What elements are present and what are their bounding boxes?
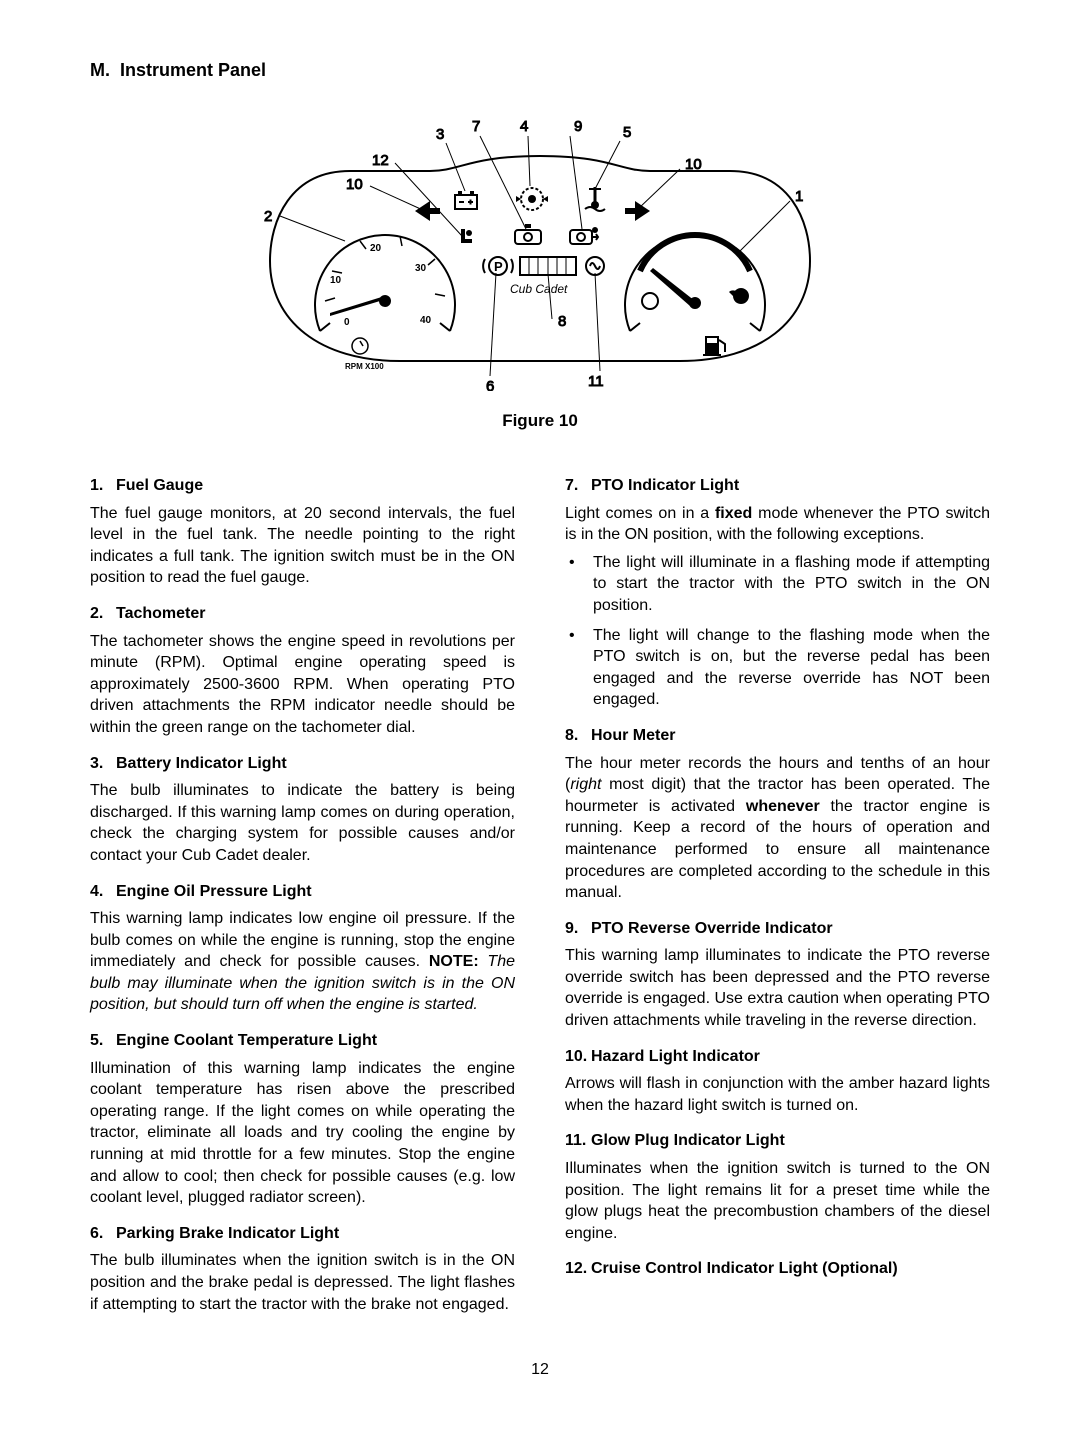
item-number: 11.: [565, 1130, 591, 1152]
item-heading: 5.Engine Coolant Temperature Light: [90, 1030, 515, 1052]
svg-text:0: 0: [344, 317, 350, 328]
item-number: 2.: [90, 603, 116, 625]
item-heading: 7.PTO Indicator Light: [565, 475, 990, 497]
svg-text:6: 6: [486, 378, 494, 391]
svg-text:10: 10: [330, 275, 342, 286]
right-column: 7.PTO Indicator Light Light comes on in a…: [565, 461, 990, 1321]
item-heading: 6.Parking Brake Indicator Light: [90, 1223, 515, 1245]
section-title: M. Instrument Panel: [90, 60, 990, 81]
bullet-item: The light will change to the flashing mo…: [565, 625, 990, 711]
page-number: 12: [90, 1361, 990, 1379]
glow-plug-icon: [586, 257, 604, 275]
battery-icon: [455, 191, 477, 209]
item-number: 12.: [565, 1258, 591, 1280]
item-number: 9.: [565, 918, 591, 940]
svg-text:RPM X100: RPM X100: [345, 362, 384, 371]
item-body: Light comes on in a fixed mode whenever …: [565, 503, 990, 546]
item-heading: 9.PTO Reverse Override Indicator: [565, 918, 990, 940]
item-title: Cruise Control Indicator Light (Optional…: [591, 1258, 898, 1280]
svg-text:5: 5: [623, 124, 631, 141]
item-body: This warning lamp indicates low engine o…: [90, 908, 515, 1016]
item-title: PTO Reverse Override Indicator: [591, 918, 833, 940]
item-title: Fuel Gauge: [116, 475, 203, 497]
svg-text:2: 2: [264, 208, 272, 225]
svg-text:8: 8: [558, 313, 566, 330]
item-number: 6.: [90, 1223, 116, 1245]
item-body: Illumination of this warning lamp indica…: [90, 1058, 515, 1209]
pto-reverse-icon: [570, 227, 598, 244]
item-title: Engine Oil Pressure Light: [116, 881, 312, 903]
item-title: Tachometer: [116, 603, 206, 625]
item-heading: 10.Hazard Light Indicator: [565, 1046, 990, 1068]
figure-caption: Figure 10: [90, 411, 990, 431]
hazard-left-icon: [415, 201, 440, 221]
center-icons: [415, 187, 650, 221]
item-title: Hour Meter: [591, 725, 675, 747]
item-title: Glow Plug Indicator Light: [591, 1130, 785, 1152]
diagram-svg: 0 10 20 30 40 RPM X100: [230, 101, 850, 391]
svg-text:10: 10: [346, 176, 363, 193]
bullet-list: The light will illuminate in a flashing …: [565, 552, 990, 711]
svg-text:7: 7: [472, 118, 480, 135]
item-title: Engine Coolant Temperature Light: [116, 1030, 377, 1052]
item-body: The fuel gauge monitors, at 20 second in…: [90, 503, 515, 589]
svg-text:30: 30: [415, 263, 427, 274]
section-name: Instrument Panel: [120, 60, 266, 80]
item-number: 1.: [90, 475, 116, 497]
item-number: 10.: [565, 1046, 591, 1068]
item-body: The bulb illuminates to indicate the bat…: [90, 780, 515, 866]
oil-icon: [516, 188, 548, 210]
item-title: PTO Indicator Light: [591, 475, 739, 497]
pto-icon: [515, 224, 541, 244]
instrument-panel-diagram: 0 10 20 30 40 RPM X100: [90, 101, 990, 391]
item-body: This warning lamp illuminates to indicat…: [565, 945, 990, 1031]
item-heading: 2.Tachometer: [90, 603, 515, 625]
item-heading: 8.Hour Meter: [565, 725, 990, 747]
svg-text:11: 11: [588, 373, 604, 390]
item-number: 5.: [90, 1030, 116, 1052]
hazard-right-icon: [625, 201, 650, 221]
section-prefix: M.: [90, 60, 110, 80]
svg-text:4: 4: [520, 118, 528, 135]
fuel-gauge: [625, 235, 765, 356]
content-columns: 1.Fuel Gauge The fuel gauge monitors, at …: [90, 461, 990, 1321]
item-number: 3.: [90, 753, 116, 775]
svg-text:40: 40: [420, 315, 432, 326]
coolant-icon: [585, 187, 605, 211]
item-number: 4.: [90, 881, 116, 903]
item-heading: 12.Cruise Control Indicator Light (Optio…: [565, 1258, 990, 1280]
svg-text:20: 20: [370, 243, 382, 254]
item-number: 8.: [565, 725, 591, 747]
item-heading: 1.Fuel Gauge: [90, 475, 515, 497]
item-heading: 11.Glow Plug Indicator Light: [565, 1130, 990, 1152]
item-body: Arrows will flash in conjunction with th…: [565, 1073, 990, 1116]
parking-brake-icon: P: [483, 257, 513, 275]
item-heading: 3.Battery Indicator Light: [90, 753, 515, 775]
item-title: Battery Indicator Light: [116, 753, 287, 775]
svg-text:P: P: [494, 259, 503, 274]
svg-text:12: 12: [372, 152, 389, 169]
item-title: Parking Brake Indicator Light: [116, 1223, 339, 1245]
item-body: The hour meter records the hours and ten…: [565, 753, 990, 904]
svg-text:3: 3: [436, 126, 444, 143]
svg-text:9: 9: [574, 118, 582, 135]
left-column: 1.Fuel Gauge The fuel gauge monitors, at …: [90, 461, 515, 1321]
item-number: 7.: [565, 475, 591, 497]
svg-text:10: 10: [685, 156, 702, 173]
item-title: Hazard Light Indicator: [591, 1046, 760, 1068]
svg-text:1: 1: [795, 188, 803, 205]
brand-text: Cub Cadet: [510, 282, 568, 296]
item-body: The bulb illuminates when the ignition s…: [90, 1250, 515, 1315]
hourmeter-icon: [520, 257, 576, 275]
item-body: The tachometer shows the engine speed in…: [90, 631, 515, 739]
page: M. Instrument Panel: [0, 0, 1080, 1429]
item-heading: 4.Engine Oil Pressure Light: [90, 881, 515, 903]
seat-icon: [461, 229, 472, 243]
bullet-item: The light will illuminate in a flashing …: [565, 552, 990, 617]
item-body: Illuminates when the ignition switch is …: [565, 1158, 990, 1244]
